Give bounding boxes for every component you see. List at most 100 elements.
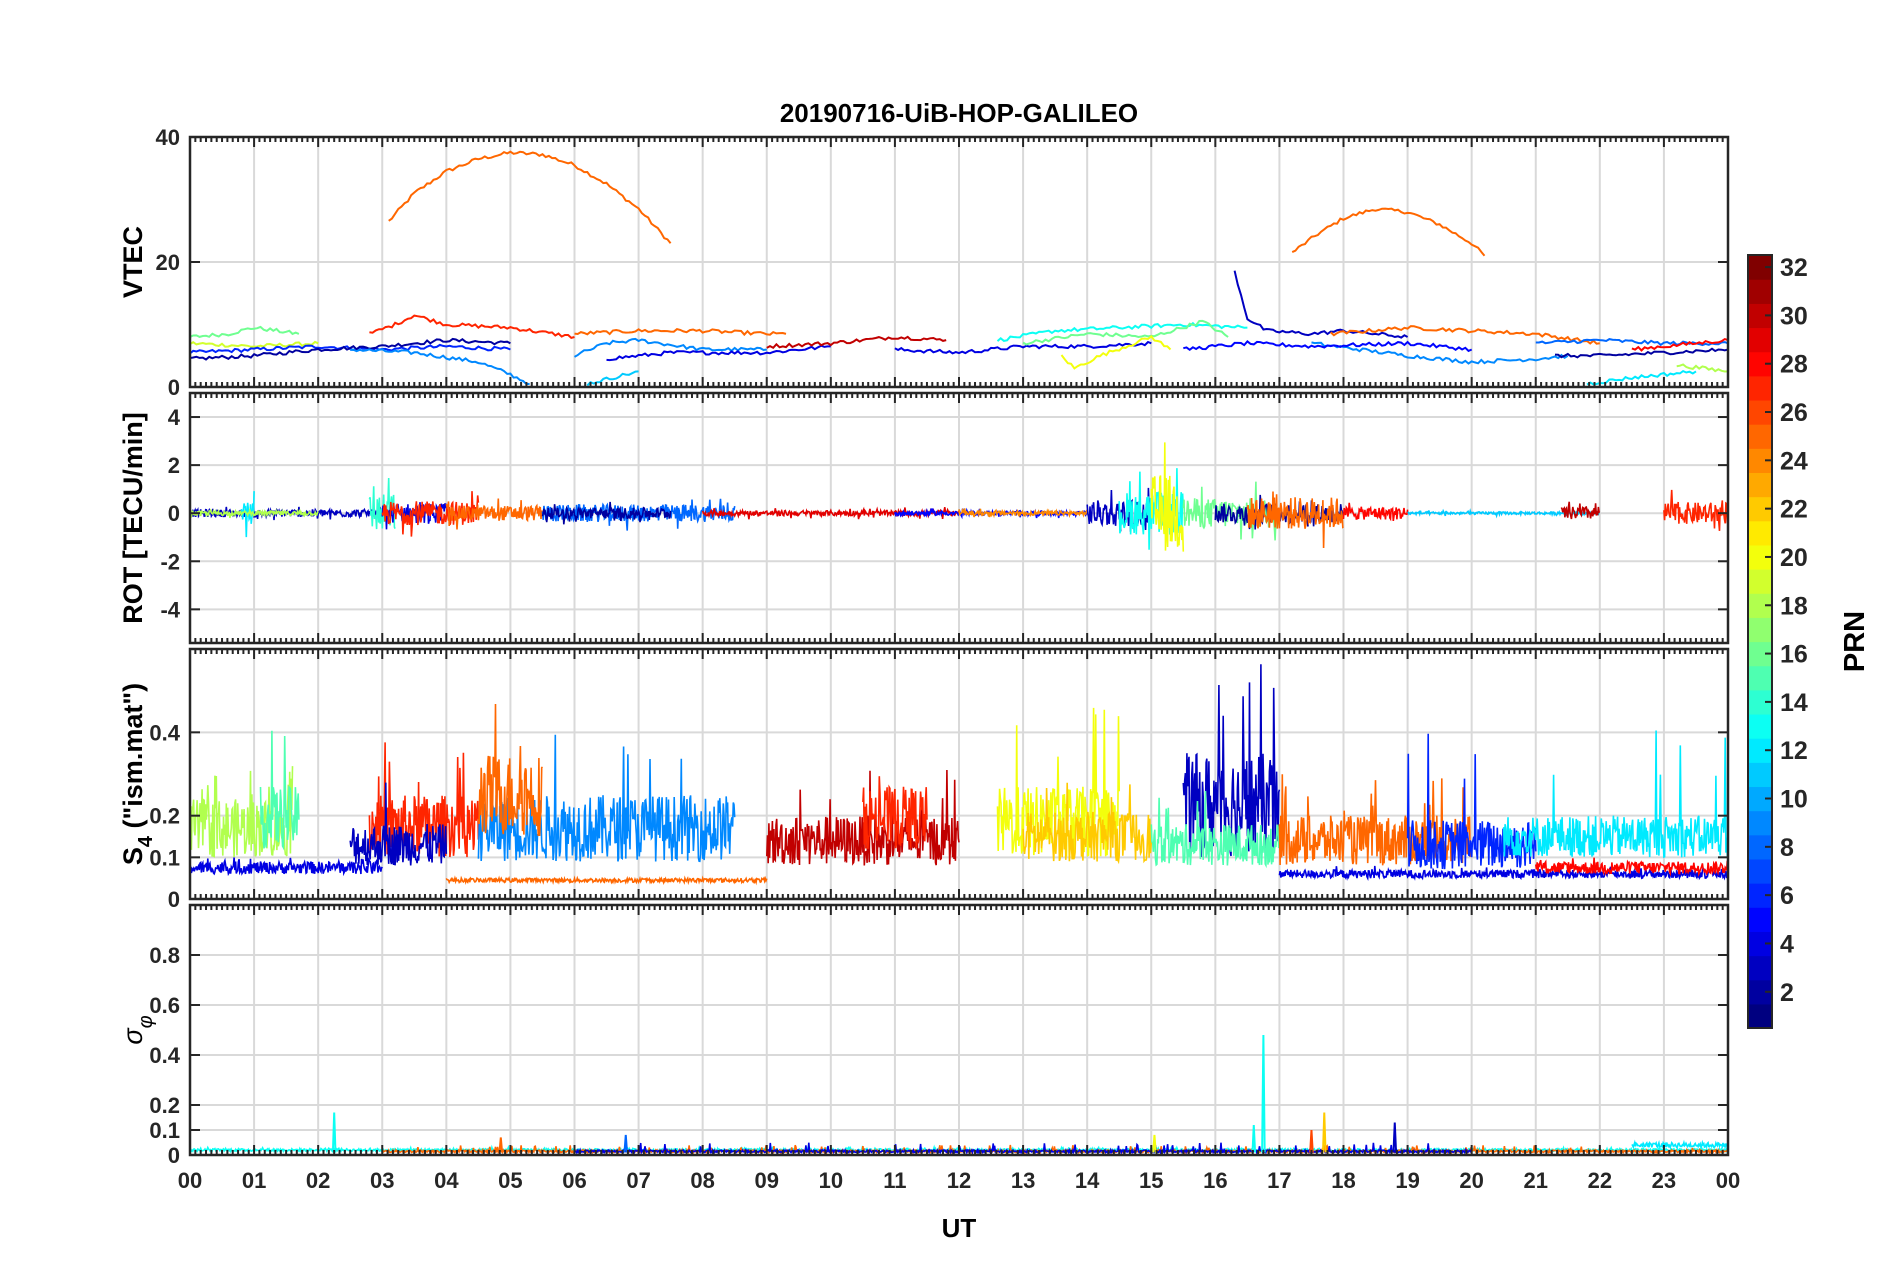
colorbar-swatch: [1748, 762, 1772, 788]
vtec-line-prn-13: [996, 321, 1248, 342]
colorbar-tick-label: 18: [1780, 592, 1808, 620]
x-tick-label: 08: [690, 1168, 714, 1193]
rot-trace-prn-27: [1663, 489, 1728, 531]
colorbar-tick-label: 26: [1780, 399, 1808, 427]
colorbar-swatch: [1748, 858, 1772, 884]
rot-trace-prn-8: [541, 498, 736, 531]
colorbar-tick-label: 20: [1780, 544, 1808, 572]
y-tick-label: 0: [168, 887, 180, 912]
sigma-spike-prn-13: [1261, 1034, 1266, 1153]
series-vtec: [190, 150, 1728, 387]
s4-trace-prn-25: [1278, 774, 1473, 866]
vtec-line-prn-5: [1183, 340, 1473, 353]
vtec-line-prn-27: [369, 314, 575, 340]
y-tick-label: 0.2: [149, 804, 180, 829]
x-ticks-rot: [189, 393, 1729, 643]
y-ticks-rot: -4 -2 0 2 4: [160, 405, 1728, 622]
y-axis-label-vtec: VTEC: [118, 226, 148, 298]
x-tick-label: 10: [819, 1168, 843, 1193]
panel-vtec: 0 20 40 VTEC: [118, 125, 1730, 400]
s4-trace-prn-3: [1182, 664, 1281, 858]
vtec-line-prn-19: [190, 340, 319, 348]
sigma-spike-prn-13: [331, 1112, 337, 1153]
y-tick-label: 4: [168, 405, 181, 430]
colorbar-tick-label: 10: [1780, 786, 1808, 814]
sigma-spike-prn-25: [498, 1137, 504, 1153]
s4-trace-prn-28: [1535, 857, 1728, 878]
y-label-main: S: [118, 847, 148, 865]
colorbar-swatch: [1748, 810, 1772, 836]
rot-trace-prn-20: [1150, 442, 1185, 552]
x-tick-label: 02: [306, 1168, 330, 1193]
s4-trace-prn-22: [1022, 782, 1153, 865]
sigma_phi-trace-prn-12: [1631, 1139, 1728, 1150]
s4-trace-prn-3: [349, 782, 448, 866]
y-tick-label: 0.6: [149, 993, 180, 1018]
y-ticks-s4: 0 0.1 0.2 0.4: [149, 720, 1728, 912]
s4-trace-prn-27: [862, 776, 928, 849]
sigma-spike-prn-22: [1321, 1112, 1327, 1153]
x-tick-labels: 00 01 02 03 04 05 06 07 08 09 10 11 12 13 14 15 16 17 18 19…: [178, 1168, 1740, 1193]
colorbar-frame: [1747, 254, 1773, 1029]
colorbar-tick-label: 14: [1780, 689, 1808, 717]
rot-trace-prn-24: [958, 507, 1088, 519]
panel-sigma_phi: 00.10.2 0.4 0.6 0.8 σφ: [118, 903, 1730, 1168]
x-tick-label: 03: [370, 1168, 394, 1193]
colorbar-tick-label: 2: [1780, 979, 1794, 1007]
vtec-line-prn-16: [190, 325, 300, 338]
colorbar-tick-label: 8: [1780, 834, 1794, 862]
x-ticks-s4: [189, 649, 1729, 899]
rot-trace-prn-12: [240, 491, 255, 538]
s4-trace-prn-25: [477, 703, 544, 837]
vtec-line-prn-2: [1554, 347, 1728, 359]
panel-s4: 00.10.20.4S4 ("ism.mat"): [118, 647, 1730, 912]
vtec-line-prn-20: [1060, 334, 1172, 370]
colorbar-tick-label: 22: [1780, 496, 1808, 524]
x-tick-label: 16: [1203, 1168, 1227, 1193]
rot-trace-prn-25: [1246, 491, 1344, 549]
vtec-line-prn-25: [388, 150, 672, 244]
colorbar-swatch: [1748, 375, 1772, 401]
x-tick-label: 00: [1716, 1168, 1740, 1193]
colorbar-tick-label: 32: [1780, 254, 1808, 282]
x-tick-label: 01: [242, 1168, 266, 1193]
colorbar-tick-label: 6: [1780, 882, 1794, 910]
colorbar-tick-label: 30: [1780, 302, 1808, 330]
s4-trace-prn-30: [766, 769, 960, 866]
rot-trace-prn-29: [701, 506, 960, 520]
colorbar-tick-label: 16: [1780, 641, 1808, 669]
vtec-line-prn-9: [1311, 341, 1569, 365]
s4-trace-prn-27: [368, 742, 480, 858]
y-label-sub: φ: [135, 1015, 157, 1028]
colorbar-swatch: [1748, 1003, 1772, 1029]
x-tick-label: 18: [1331, 1168, 1355, 1193]
colorbar-tick-label: 12: [1780, 737, 1808, 765]
y-tick-label: 0: [168, 1143, 180, 1168]
rot-trace-prn-18: [190, 507, 319, 519]
x-tick-label: 00: [178, 1168, 202, 1193]
rot-trace-prn-4: [381, 502, 448, 530]
x-tick-label: 17: [1267, 1168, 1291, 1193]
y-label-sub: 4: [135, 835, 157, 847]
vtec-line-prn-4: [894, 340, 1152, 355]
colorbar-swatch: [1748, 472, 1772, 498]
colorbar-swatch: [1748, 327, 1772, 353]
panel-rot: -4 -2 0 2 4 ROT [TECU/min]: [118, 391, 1730, 645]
sigma-spike-prn-20: [1152, 1134, 1157, 1153]
x-tick-label: 20: [1459, 1168, 1483, 1193]
y-label-rest: ("ism.mat"): [118, 683, 148, 836]
y-tick-label: 0.2: [149, 1093, 180, 1118]
s4-trace-prn-25: [445, 875, 768, 886]
s4-trace-prn-9: [477, 734, 736, 863]
colorbar-tick-label: 4: [1780, 930, 1794, 958]
colorbar-label: PRN: [1839, 611, 1871, 672]
vtec-line-prn-16: [1022, 319, 1229, 346]
grid-rot: [190, 393, 1728, 643]
sigma-spike-prn-8: [623, 1134, 629, 1153]
s4-trace-prn-12: [1502, 730, 1728, 859]
y-tick-label: 0.4: [149, 720, 180, 745]
y-label-main: σ: [118, 1027, 148, 1045]
y-tick-label: -4: [160, 597, 180, 622]
x-tick-label: 04: [434, 1168, 459, 1193]
s4-trace-prn-20: [996, 707, 1120, 857]
